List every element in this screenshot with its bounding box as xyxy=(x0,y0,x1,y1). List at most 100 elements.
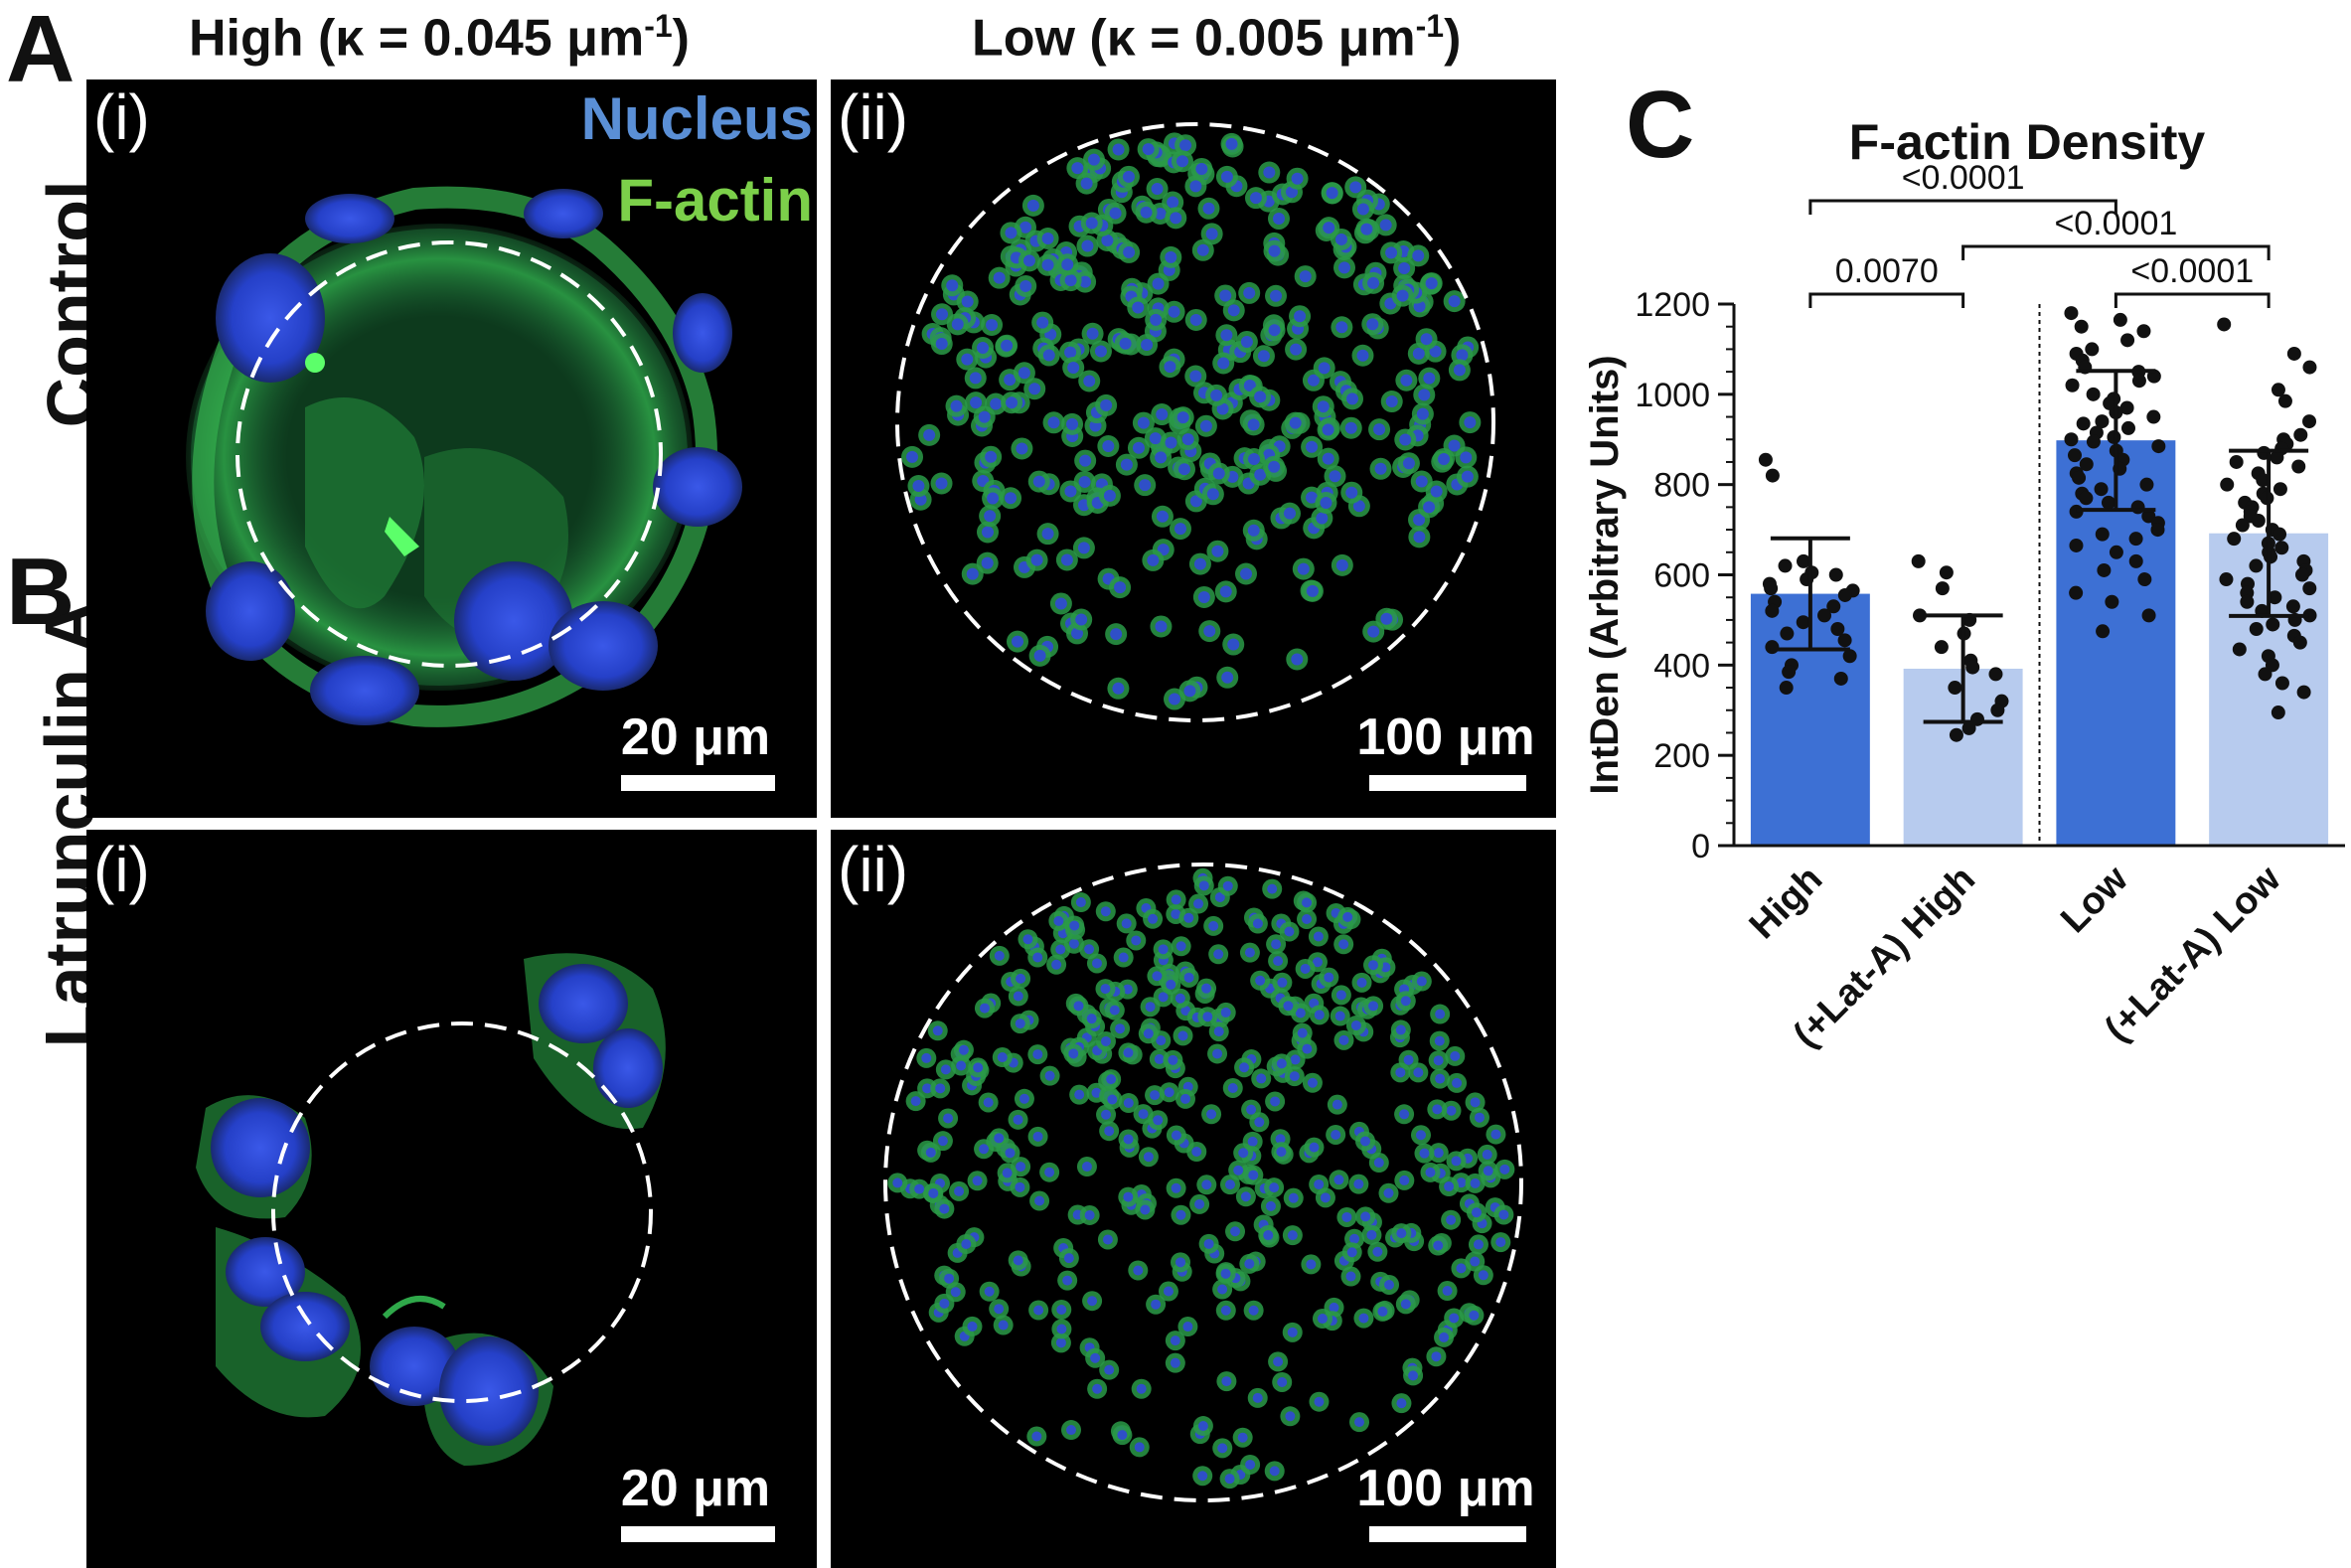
legend-f-actin: F-actin xyxy=(617,167,813,234)
data-point xyxy=(2119,400,2134,415)
scale-bar-label-a-ii: 100 μm xyxy=(1356,708,1535,766)
data-point xyxy=(1842,649,1857,664)
data-point xyxy=(2113,312,2127,327)
data-point xyxy=(2097,562,2112,577)
data-point xyxy=(2136,324,2151,339)
data-point xyxy=(1965,660,1980,675)
data-point xyxy=(2220,477,2235,492)
data-point xyxy=(2240,594,2255,609)
data-point xyxy=(2273,482,2287,497)
data-point xyxy=(1939,565,1954,580)
subpanel-tag-b-i: (i) xyxy=(93,834,150,905)
data-point xyxy=(1935,581,1950,596)
data-point xyxy=(2219,572,2234,587)
data-point xyxy=(1780,626,1795,641)
data-point xyxy=(2285,599,2300,614)
data-point xyxy=(2096,624,2111,639)
significance-bracket xyxy=(1808,292,1965,308)
data-point xyxy=(2293,427,2308,442)
data-point xyxy=(2109,545,2123,559)
data-point xyxy=(2069,585,2084,600)
data-point xyxy=(1765,640,1780,655)
micrograph-control-low xyxy=(831,79,1556,818)
significance-bracket xyxy=(1808,199,2117,215)
data-point xyxy=(1948,681,1962,696)
data-point xyxy=(2079,491,2094,506)
scale-bar-label-b-i: 20 μm xyxy=(620,1460,771,1517)
y-tick-label: 400 xyxy=(1653,647,1710,685)
data-point xyxy=(2258,667,2273,682)
micrograph-latrunculin-high xyxy=(86,830,817,1568)
data-point xyxy=(2249,622,2264,636)
column-title-high: High (κ = 0.045 μm-1) xyxy=(189,8,690,68)
scale-bar-b-i xyxy=(621,1526,775,1542)
f-actin-density-chart: F-actin Density IntDen (Arbitrary Units)… xyxy=(1583,114,2345,1056)
scale-bar-label-b-ii: 100 μm xyxy=(1356,1460,1535,1517)
data-point xyxy=(2120,333,2135,348)
data-point xyxy=(1837,587,1852,602)
scale-bar-a-ii xyxy=(1369,775,1526,791)
data-point xyxy=(1826,599,1841,614)
data-point xyxy=(2064,306,2079,321)
data-point xyxy=(2120,420,2135,435)
data-point xyxy=(2302,581,2317,596)
data-point xyxy=(2274,676,2289,691)
data-point xyxy=(2286,346,2301,361)
y-tick-label: 200 xyxy=(1653,737,1710,775)
data-point xyxy=(2131,374,2146,389)
data-point xyxy=(1765,468,1780,483)
data-point xyxy=(2249,558,2264,573)
data-point xyxy=(1765,603,1780,618)
cell-cluster xyxy=(901,132,1482,710)
panel-label-b: B xyxy=(6,539,76,645)
p-value-label: <0.0001 xyxy=(1902,159,2025,197)
data-point xyxy=(2128,532,2143,547)
data-point xyxy=(2150,523,2165,538)
data-point xyxy=(2217,317,2232,332)
panel-label-c: C xyxy=(1626,72,1695,178)
data-point xyxy=(2271,706,2285,720)
scale-bar-b-ii xyxy=(1369,1526,1526,1542)
data-point xyxy=(2271,383,2285,397)
data-point xyxy=(2266,617,2280,632)
scale-bar-a-i xyxy=(621,775,775,791)
data-point xyxy=(2146,409,2161,424)
data-point xyxy=(2292,635,2307,650)
micrograph-control-high xyxy=(86,79,817,818)
data-point xyxy=(2130,500,2145,515)
x-tick-label: High xyxy=(1742,859,1830,947)
data-point xyxy=(2095,527,2110,542)
data-point xyxy=(1830,622,1845,636)
data-point xyxy=(1797,553,1811,568)
data-point xyxy=(2139,477,2154,492)
data-point xyxy=(2270,450,2284,465)
data-point xyxy=(1764,581,1779,596)
data-point xyxy=(2227,532,2242,547)
data-point xyxy=(1990,703,2005,717)
data-point xyxy=(2086,387,2101,401)
data-point xyxy=(2067,448,2082,463)
y-tick-label: 800 xyxy=(1653,467,1710,505)
y-tick-label: 1000 xyxy=(1635,377,1710,414)
data-point xyxy=(1817,608,1832,623)
data-point xyxy=(1837,633,1852,648)
data-point xyxy=(2151,439,2166,454)
data-point xyxy=(2256,473,2271,488)
data-point xyxy=(2274,541,2289,555)
data-point xyxy=(2137,572,2152,587)
data-point xyxy=(1796,615,1810,630)
data-point xyxy=(2076,416,2091,431)
data-point xyxy=(2141,608,2156,623)
micrograph-latrunculin-low-image xyxy=(883,862,1523,1502)
data-point xyxy=(2128,553,2143,568)
data-point xyxy=(1828,567,1843,582)
data-point xyxy=(2277,393,2292,408)
data-point xyxy=(2065,378,2080,392)
data-point xyxy=(2079,457,2094,472)
micrograph-control-high-image xyxy=(186,186,742,727)
x-tick-label: Low xyxy=(2053,858,2136,941)
data-point xyxy=(2251,514,2266,528)
data-point xyxy=(2064,432,2079,447)
data-point xyxy=(2069,538,2084,552)
